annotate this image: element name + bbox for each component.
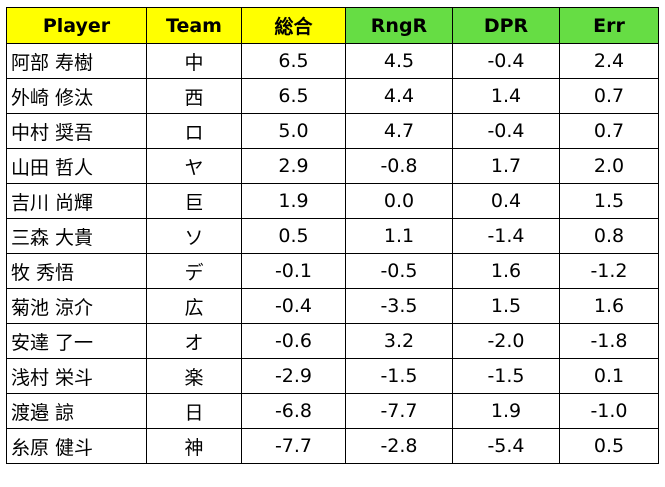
total-cell: 1.9	[241, 183, 346, 219]
rngr-cell: 4.4	[345, 78, 453, 114]
err-cell: -1.8	[559, 323, 659, 359]
table-row: 浅村 栄斗 楽 -2.9 -1.5 -1.5 0.1	[6, 358, 659, 394]
player-cell: 中村 奨吾	[6, 113, 147, 149]
team-cell: ソ	[146, 218, 242, 254]
player-cell: 菊池 涼介	[6, 288, 147, 324]
rngr-cell: 1.1	[345, 218, 453, 254]
team-cell: 日	[146, 393, 242, 429]
player-cell: 糸原 健斗	[6, 428, 147, 464]
total-cell: -0.4	[241, 288, 346, 324]
rngr-cell: -0.5	[345, 253, 453, 289]
dpr-cell: 1.5	[452, 288, 560, 324]
dpr-cell: 0.4	[452, 183, 560, 219]
team-cell: ヤ	[146, 148, 242, 184]
team-cell: ロ	[146, 113, 242, 149]
table-row: 糸原 健斗 神 -7.7 -2.8 -5.4 0.5	[6, 428, 659, 464]
rngr-cell: -1.5	[345, 358, 453, 394]
total-cell: -0.1	[241, 253, 346, 289]
total-cell: 6.5	[241, 78, 346, 114]
err-cell: 0.8	[559, 218, 659, 254]
player-cell: 外崎 修汰	[6, 78, 147, 114]
rngr-cell: -0.8	[345, 148, 453, 184]
dpr-cell: -5.4	[452, 428, 560, 464]
team-cell: 広	[146, 288, 242, 324]
player-cell: 阿部 寿樹	[6, 43, 147, 79]
dpr-cell: 1.7	[452, 148, 560, 184]
rngr-cell: -3.5	[345, 288, 453, 324]
header-team: Team	[146, 7, 242, 44]
err-cell: 0.5	[559, 428, 659, 464]
table-row: 中村 奨吾 ロ 5.0 4.7 -0.4 0.7	[6, 113, 659, 149]
dpr-cell: -0.4	[452, 43, 560, 79]
err-cell: 0.7	[559, 78, 659, 114]
header-rngr: RngR	[345, 7, 453, 44]
table-row: 牧 秀悟 デ -0.1 -0.5 1.6 -1.2	[6, 253, 659, 289]
err-cell: 2.4	[559, 43, 659, 79]
err-cell: -1.0	[559, 393, 659, 429]
player-cell: 三森 大貴	[6, 218, 147, 254]
player-cell: 吉川 尚輝	[6, 183, 147, 219]
err-cell: 0.7	[559, 113, 659, 149]
player-cell: 牧 秀悟	[6, 253, 147, 289]
dpr-cell: -2.0	[452, 323, 560, 359]
rngr-cell: -2.8	[345, 428, 453, 464]
table-row: 渡邉 諒 日 -6.8 -7.7 1.9 -1.0	[6, 393, 659, 429]
table-row: 菊池 涼介 広 -0.4 -3.5 1.5 1.6	[6, 288, 659, 324]
player-cell: 安達 了一	[6, 323, 147, 359]
team-cell: 中	[146, 43, 242, 79]
err-cell: 1.5	[559, 183, 659, 219]
err-cell: -1.2	[559, 253, 659, 289]
total-cell: 2.9	[241, 148, 346, 184]
total-cell: -2.9	[241, 358, 346, 394]
header-player: Player	[6, 7, 147, 44]
table-row: 山田 哲人 ヤ 2.9 -0.8 1.7 2.0	[6, 148, 659, 184]
player-cell: 浅村 栄斗	[6, 358, 147, 394]
err-cell: 2.0	[559, 148, 659, 184]
total-cell: -6.8	[241, 393, 346, 429]
total-cell: 5.0	[241, 113, 346, 149]
header-row: Player Team 総合 RngR DPR Err	[6, 7, 659, 44]
team-cell: 西	[146, 78, 242, 114]
dpr-cell: -1.5	[452, 358, 560, 394]
dpr-cell: -0.4	[452, 113, 560, 149]
player-cell: 渡邉 諒	[6, 393, 147, 429]
rngr-cell: 3.2	[345, 323, 453, 359]
dpr-cell: 1.6	[452, 253, 560, 289]
table-row: 吉川 尚輝 巨 1.9 0.0 0.4 1.5	[6, 183, 659, 219]
player-cell: 山田 哲人	[6, 148, 147, 184]
rngr-cell: -7.7	[345, 393, 453, 429]
err-cell: 1.6	[559, 288, 659, 324]
rngr-cell: 0.0	[345, 183, 453, 219]
table-row: 三森 大貴 ソ 0.5 1.1 -1.4 0.8	[6, 218, 659, 254]
total-cell: -0.6	[241, 323, 346, 359]
team-cell: オ	[146, 323, 242, 359]
team-cell: デ	[146, 253, 242, 289]
team-cell: 楽	[146, 358, 242, 394]
total-cell: -7.7	[241, 428, 346, 464]
rngr-cell: 4.5	[345, 43, 453, 79]
team-cell: 神	[146, 428, 242, 464]
team-cell: 巨	[146, 183, 242, 219]
table-row: 安達 了一 オ -0.6 3.2 -2.0 -1.8	[6, 323, 659, 359]
total-cell: 6.5	[241, 43, 346, 79]
err-cell: 0.1	[559, 358, 659, 394]
table-row: 外崎 修汰 西 6.5 4.4 1.4 0.7	[6, 78, 659, 114]
dpr-cell: 1.9	[452, 393, 560, 429]
header-total: 総合	[241, 7, 346, 44]
table-row: 阿部 寿樹 中 6.5 4.5 -0.4 2.4	[6, 43, 659, 79]
total-cell: 0.5	[241, 218, 346, 254]
stats-table: Player Team 総合 RngR DPR Err 阿部 寿樹 中 6.5 …	[6, 7, 659, 464]
rngr-cell: 4.7	[345, 113, 453, 149]
header-err: Err	[559, 7, 659, 44]
dpr-cell: -1.4	[452, 218, 560, 254]
dpr-cell: 1.4	[452, 78, 560, 114]
header-dpr: DPR	[452, 7, 560, 44]
